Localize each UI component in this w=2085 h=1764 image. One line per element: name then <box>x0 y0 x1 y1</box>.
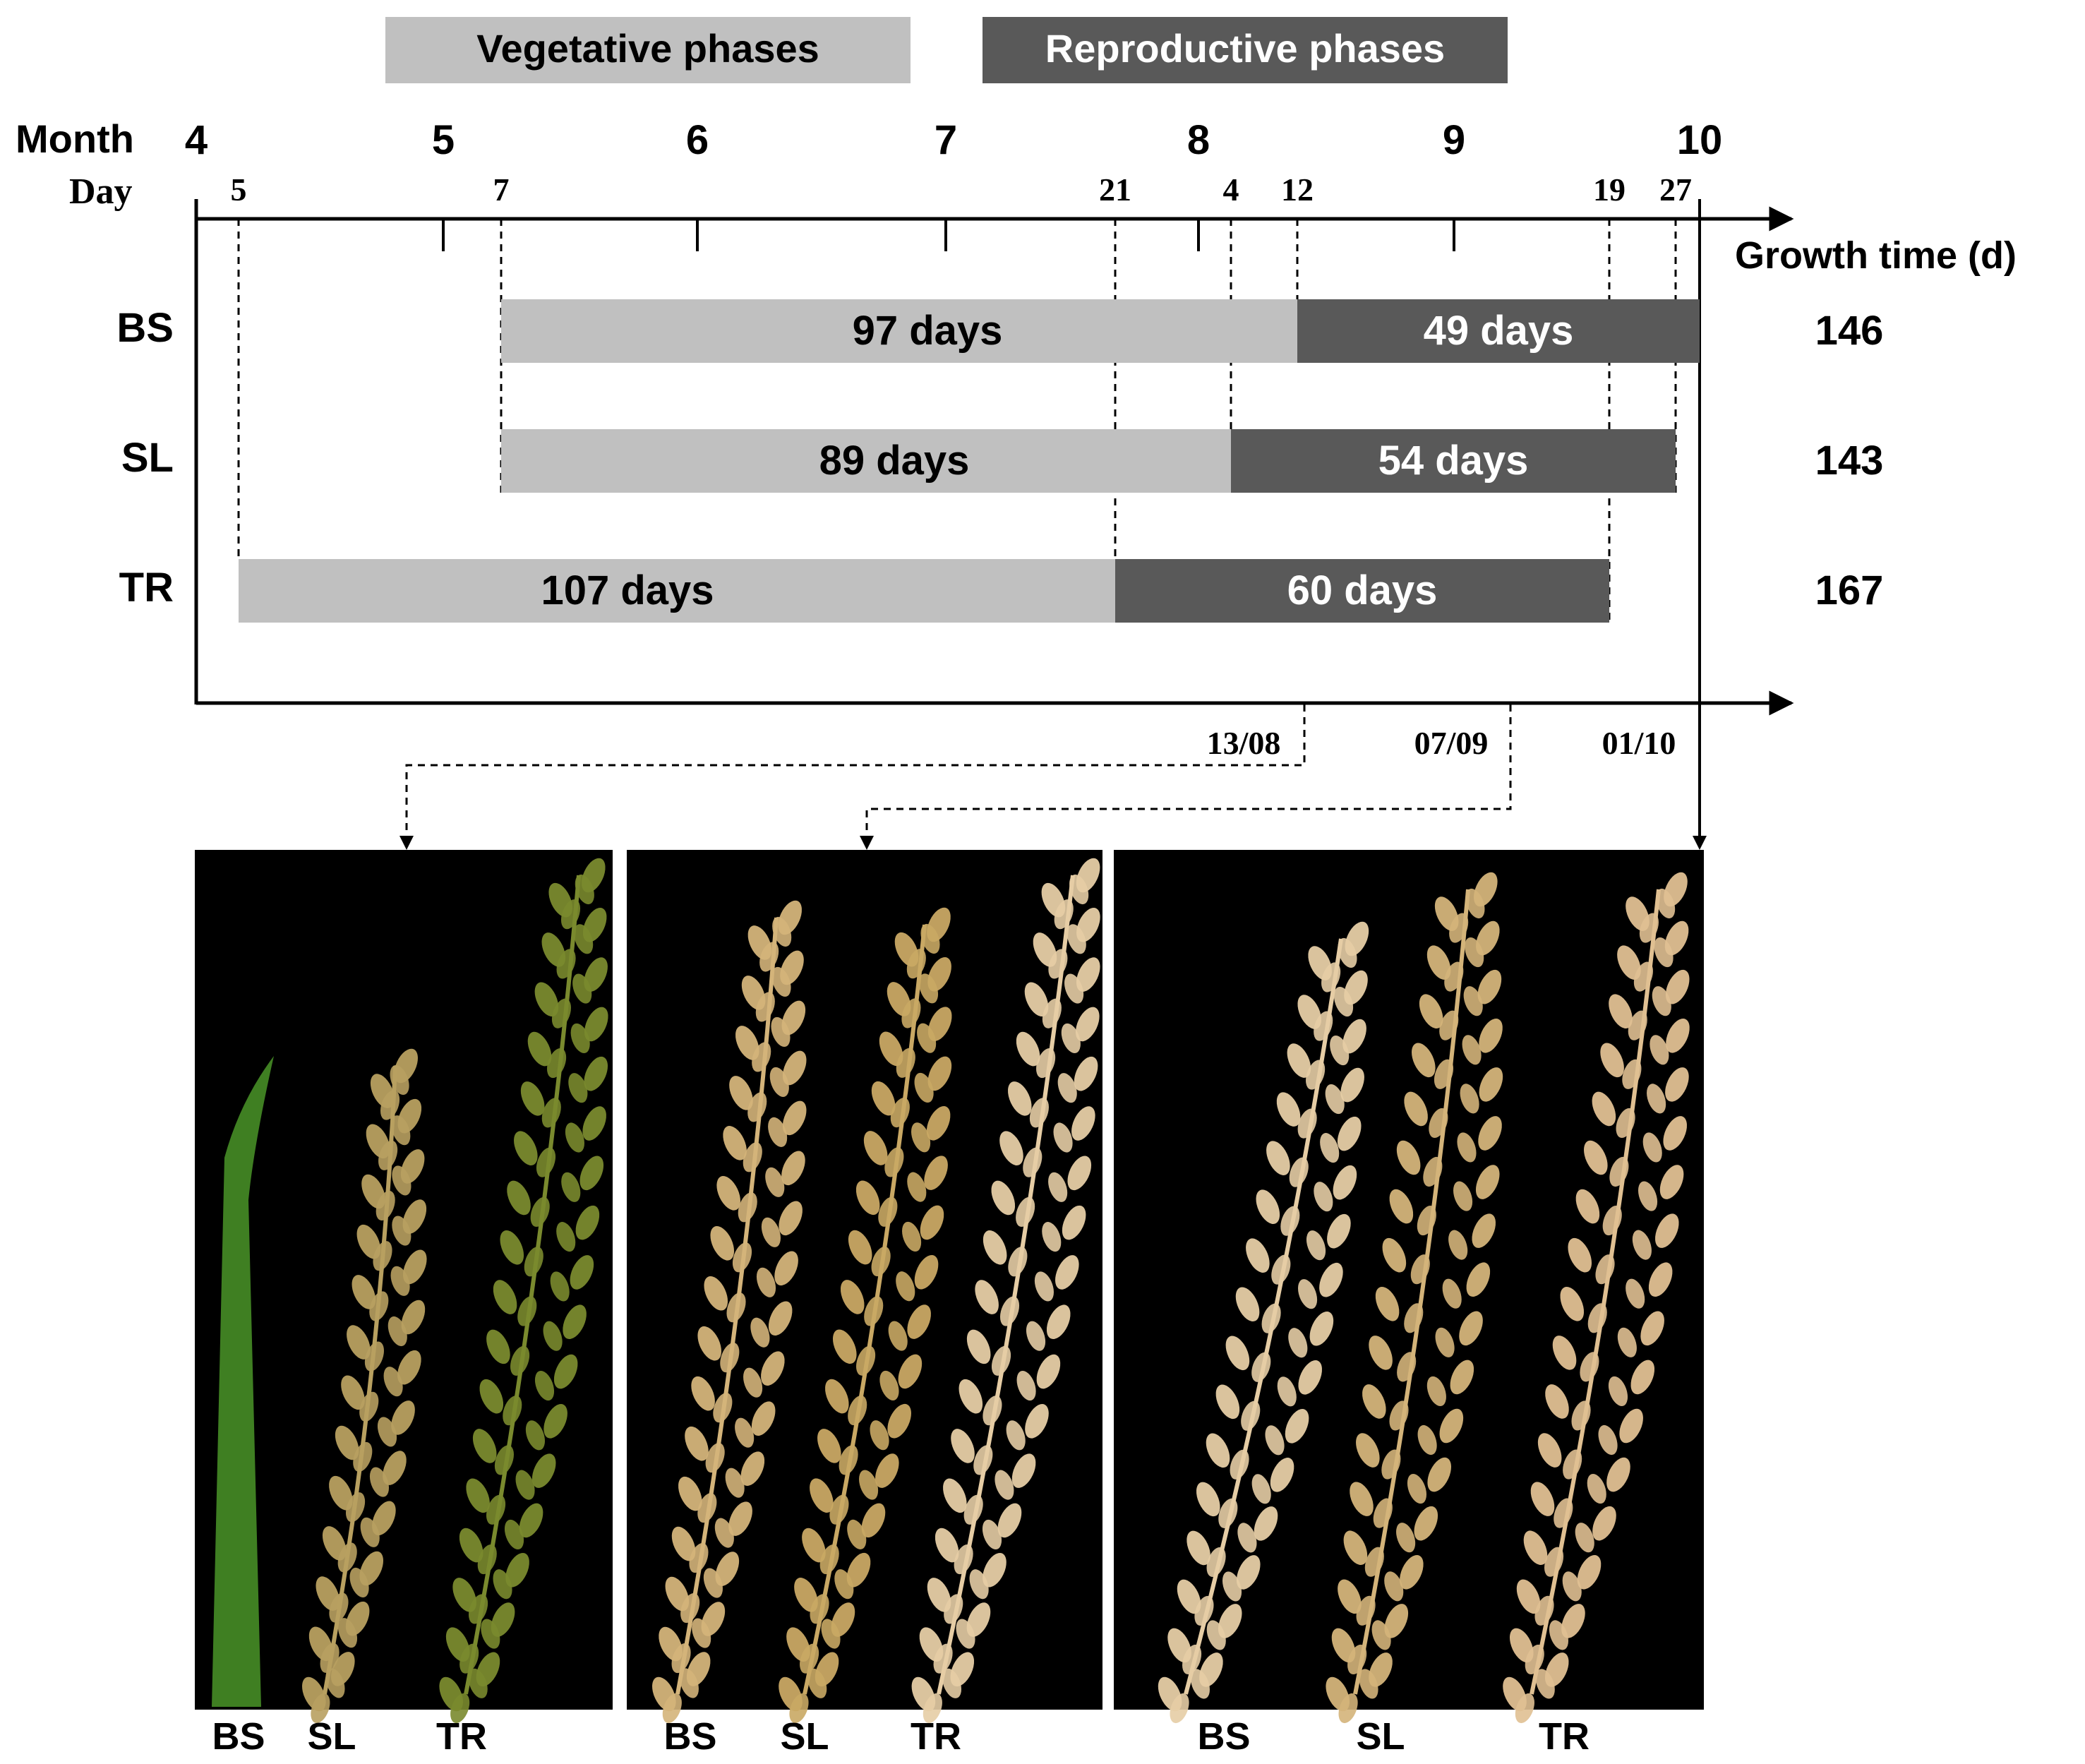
day-tick-label-27: 27 <box>1659 172 1692 208</box>
sampling-date-labels: 13/08 07/09 01/10 <box>1207 725 1676 761</box>
month-label-4: 4 <box>185 117 208 163</box>
legend: Vegetative phases Reproductive phases <box>385 17 1508 83</box>
row-bs: BS 97 days 49 days 146 <box>116 299 1883 363</box>
sampling-date-2: 01/10 <box>1602 725 1676 761</box>
vegetative-days-sl: 89 days <box>819 438 970 484</box>
row-label-sl: SL <box>121 435 174 481</box>
day-tick-label-12: 12 <box>1281 172 1314 208</box>
panicle-bs-0110 <box>1158 921 1369 1724</box>
sampling-connectors <box>405 704 1512 844</box>
vegetative-bar-tr <box>239 559 1115 623</box>
photo-label-sl-1: SL <box>780 1715 829 1758</box>
month-label-8: 8 <box>1187 117 1210 163</box>
row-label-bs: BS <box>116 305 174 351</box>
panicle-bs-0709 <box>652 900 807 1724</box>
reproductive-days-sl: 54 days <box>1378 438 1529 484</box>
month-label-10: 10 <box>1677 117 1723 163</box>
vegetative-bar-bs <box>501 299 1297 363</box>
row-sl: SL 89 days 54 days 143 <box>121 429 1884 493</box>
connector-0709 <box>865 704 1512 844</box>
panicle-tr-0709 <box>911 858 1100 1724</box>
month-axis-label: Month <box>16 116 134 161</box>
row-label-tr: TR <box>119 565 174 611</box>
photo-label-tr-2: TR <box>1539 1715 1590 1758</box>
panicle-illustrations <box>212 858 1690 1724</box>
growth-total-tr: 167 <box>1815 568 1884 613</box>
photo-label-bs-1: BS <box>663 1715 716 1758</box>
reproductive-bar-bs <box>1297 299 1700 363</box>
growth-time-label: Growth time (d) <box>1735 234 2017 277</box>
day-axis-label: Day <box>69 172 133 212</box>
leaf-blade-bs <box>212 1056 274 1707</box>
vegetative-days-bs: 97 days <box>853 308 1003 354</box>
day-tick-label-21: 21 <box>1099 172 1131 208</box>
arrowhead-0709 <box>860 836 874 850</box>
photo-label-sl-0: SL <box>307 1715 356 1758</box>
reproductive-bar-tr <box>1115 559 1609 623</box>
photo-label-tr-0: TR <box>436 1715 487 1758</box>
panicle-sl-1308 <box>302 1048 427 1724</box>
panicle-sl-0110 <box>1326 872 1503 1724</box>
connector-1308 <box>405 704 1306 844</box>
reproductive-days-bs: 49 days <box>1424 308 1574 354</box>
photo-label-bs-0: BS <box>212 1715 265 1758</box>
sampling-date-1: 07/09 <box>1414 725 1489 761</box>
photo-label-sl-2: SL <box>1356 1715 1405 1758</box>
arrowhead-0110 <box>1693 836 1707 850</box>
day-tick-labels: 5 7 21 4 12 19 27 <box>231 172 1693 208</box>
growth-total-sl: 143 <box>1815 438 1884 484</box>
vegetative-days-tr: 107 days <box>541 568 714 613</box>
day-tick-label-5: 5 <box>231 172 247 208</box>
photo-label-bs-2: BS <box>1197 1715 1250 1758</box>
panicle-sl-0709 <box>779 907 952 1724</box>
reproductive-bar-sl <box>1231 429 1676 493</box>
sampling-date-0: 13/08 <box>1207 725 1281 761</box>
month-label-9: 9 <box>1443 117 1465 163</box>
month-label-6: 6 <box>686 117 709 163</box>
day-tick-label-7: 7 <box>493 172 510 208</box>
month-label-5: 5 <box>432 117 455 163</box>
legend-vegetative-swatch <box>385 17 911 83</box>
panicle-tr-1308 <box>439 858 608 1724</box>
legend-vegetative-label: Vegetative phases <box>476 26 819 71</box>
month-label-7: 7 <box>935 117 957 163</box>
day-tick-label-4: 4 <box>1223 172 1239 208</box>
vegetative-bar-sl <box>501 429 1231 493</box>
legend-reproductive-label: Reproductive phases <box>1045 26 1445 71</box>
panicle-tr-0110 <box>1503 872 1690 1724</box>
day-tick-label-19: 19 <box>1593 172 1626 208</box>
reproductive-days-tr: 60 days <box>1287 568 1438 613</box>
photo-sample-labels: BS SL TR BS SL TR BS SL TR <box>212 1715 1590 1758</box>
growth-total-bs: 146 <box>1815 308 1884 354</box>
timeline-axes <box>194 199 1794 847</box>
sampling-arrowheads <box>399 836 1707 850</box>
month-labels: 4 5 6 7 8 9 10 <box>185 117 1722 163</box>
row-tr: TR 107 days 60 days 167 <box>119 559 1884 623</box>
legend-reproductive-swatch <box>983 17 1508 83</box>
genotype-rows: BS 97 days 49 days 146 SL 89 days 54 days 143 TR… <box>116 299 1883 623</box>
photo-label-tr-1: TR <box>911 1715 961 1758</box>
arrowhead-1308 <box>399 836 414 850</box>
